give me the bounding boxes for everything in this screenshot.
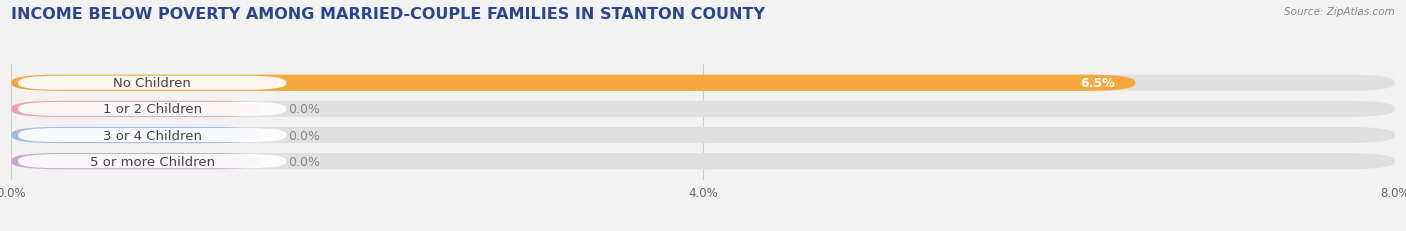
- Text: No Children: No Children: [114, 77, 191, 90]
- FancyBboxPatch shape: [11, 127, 262, 143]
- FancyBboxPatch shape: [11, 153, 1395, 170]
- Text: 6.5%: 6.5%: [1080, 77, 1115, 90]
- FancyBboxPatch shape: [11, 101, 262, 118]
- FancyBboxPatch shape: [18, 102, 287, 116]
- Text: 0.0%: 0.0%: [288, 129, 321, 142]
- FancyBboxPatch shape: [11, 153, 262, 170]
- Text: 3 or 4 Children: 3 or 4 Children: [103, 129, 201, 142]
- FancyBboxPatch shape: [11, 127, 1395, 143]
- Text: 0.0%: 0.0%: [288, 103, 321, 116]
- FancyBboxPatch shape: [18, 128, 287, 143]
- FancyBboxPatch shape: [11, 101, 1395, 118]
- FancyBboxPatch shape: [18, 76, 287, 90]
- FancyBboxPatch shape: [11, 75, 1136, 91]
- Text: 0.0%: 0.0%: [288, 155, 321, 168]
- Text: 1 or 2 Children: 1 or 2 Children: [103, 103, 201, 116]
- Text: Source: ZipAtlas.com: Source: ZipAtlas.com: [1284, 7, 1395, 17]
- Text: INCOME BELOW POVERTY AMONG MARRIED-COUPLE FAMILIES IN STANTON COUNTY: INCOME BELOW POVERTY AMONG MARRIED-COUPL…: [11, 7, 765, 22]
- FancyBboxPatch shape: [18, 155, 287, 168]
- FancyBboxPatch shape: [11, 75, 1395, 91]
- Text: 5 or more Children: 5 or more Children: [90, 155, 215, 168]
